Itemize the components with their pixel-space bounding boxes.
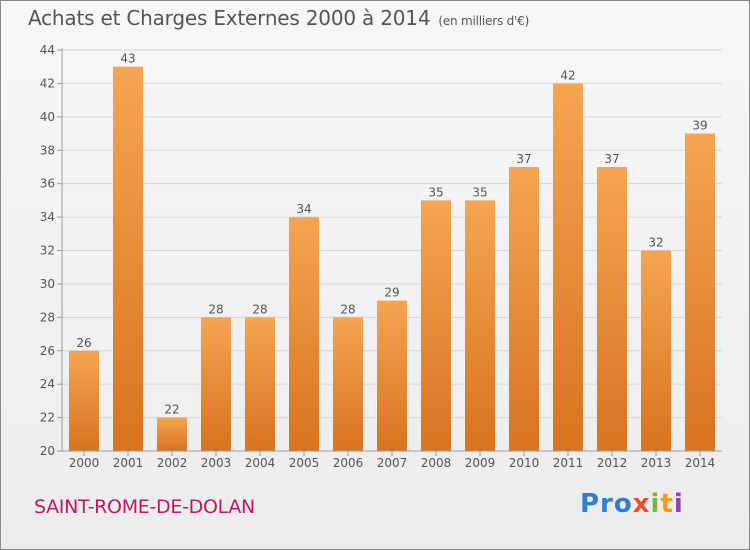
data-label-2013: 32 <box>648 236 663 250</box>
y-tick-label-26: 26 <box>40 344 55 358</box>
y-tick-label-22: 22 <box>40 411 55 425</box>
y-tick-label-42: 42 <box>40 76 55 90</box>
bar-2011 <box>553 83 583 452</box>
data-label-2014: 39 <box>692 119 707 133</box>
x-tick-label-2013: 2013 <box>641 456 672 470</box>
y-tick-label-30: 30 <box>40 277 55 291</box>
x-tick-label-2010: 2010 <box>509 456 540 470</box>
x-tick-label-2000: 2000 <box>69 456 100 470</box>
y-tick-label-36: 36 <box>40 177 55 191</box>
logo-part-x: x <box>632 489 651 519</box>
bar-2000 <box>69 350 99 451</box>
data-labels: 26 43 22 28 28 34 28 29 35 35 37 42 37 32 39 <box>76 52 707 417</box>
data-label-2008: 35 <box>428 185 443 199</box>
data-label-2005: 34 <box>296 202 311 216</box>
x-tick-label-2014: 2014 <box>685 456 716 470</box>
x-tick-label-2003: 2003 <box>201 456 232 470</box>
bar-2006 <box>333 317 363 451</box>
chart-unit: (en milliers d'€) <box>438 14 530 28</box>
data-label-2011: 42 <box>560 68 575 82</box>
axes: 20 22 24 26 28 30 32 34 36 38 40 42 44 2000 2001 2002 20… <box>40 43 722 470</box>
bar-2004 <box>245 317 275 451</box>
data-label-2012: 37 <box>604 152 619 166</box>
proxiti-logo[interactable]: Proxiti <box>580 489 684 519</box>
data-label-2007: 29 <box>384 286 399 300</box>
bar-2013 <box>641 250 671 451</box>
data-label-2010: 37 <box>516 152 531 166</box>
x-tick-label-2009: 2009 <box>465 456 496 470</box>
data-label-2002: 22 <box>164 403 179 417</box>
y-tick-label-44: 44 <box>40 43 55 57</box>
logo-part-i: i <box>650 489 661 519</box>
x-tick-label-2002: 2002 <box>157 456 188 470</box>
x-tick-label-2005: 2005 <box>289 456 320 470</box>
data-label-2004: 28 <box>252 302 267 316</box>
logo-part-pro: Pro <box>580 489 633 519</box>
chart-title: Achats et Charges Externes 2000 à 2014 (e… <box>28 6 529 30</box>
x-tick-label-2004: 2004 <box>245 456 276 470</box>
bar-2012 <box>597 166 627 452</box>
bar-2005 <box>289 217 319 451</box>
data-label-2006: 28 <box>340 302 355 316</box>
bar-2003 <box>201 317 231 451</box>
logo-part-t: t <box>660 489 674 519</box>
city-name: SAINT-ROME-DE-DOLAN <box>34 496 255 518</box>
data-label-2001: 43 <box>120 52 135 66</box>
data-label-2003: 28 <box>208 302 223 316</box>
y-tick-label-34: 34 <box>40 210 55 224</box>
bar-2014 <box>685 133 715 451</box>
y-tick-label-32: 32 <box>40 244 55 258</box>
x-tick-label-2008: 2008 <box>421 456 452 470</box>
logo-part-i2: i <box>673 489 684 519</box>
bar-2009 <box>465 200 495 451</box>
x-tick-label-2012: 2012 <box>597 456 628 470</box>
y-tick-label-20: 20 <box>40 444 55 458</box>
bar-2008 <box>421 200 451 451</box>
data-label-2000: 26 <box>76 336 91 350</box>
y-tick-label-38: 38 <box>40 143 55 157</box>
y-tick-label-24: 24 <box>40 377 55 391</box>
y-tick-label-28: 28 <box>40 310 55 324</box>
x-tick-label-2007: 2007 <box>377 456 408 470</box>
x-tick-label-2001: 2001 <box>113 456 144 470</box>
x-tick-label-2006: 2006 <box>333 456 364 470</box>
chart-title-text: Achats et Charges Externes 2000 à 2014 <box>28 6 431 30</box>
bar-2002 <box>157 417 187 451</box>
bar-2010 <box>509 166 539 452</box>
data-label-2009: 35 <box>472 185 487 199</box>
bar-2007 <box>377 300 407 451</box>
bar-2001 <box>113 66 143 451</box>
x-tick-label-2011: 2011 <box>553 456 584 470</box>
bars <box>69 66 715 452</box>
y-tick-label-40: 40 <box>40 110 55 124</box>
